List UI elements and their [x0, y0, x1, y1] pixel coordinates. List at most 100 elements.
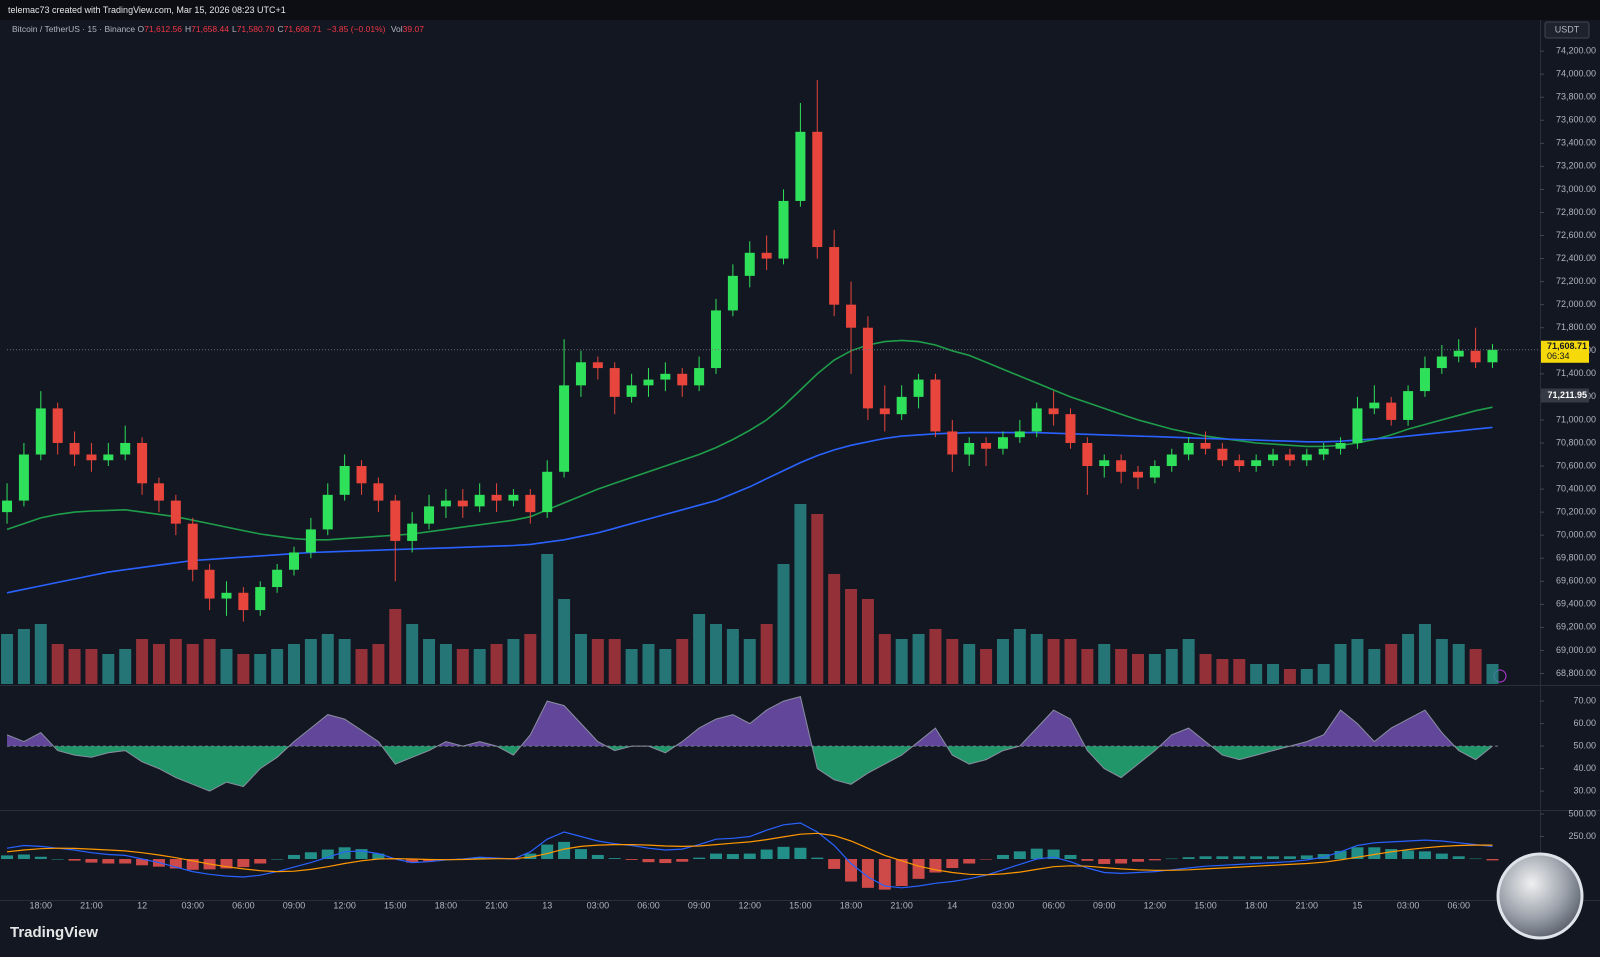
brand: TradingView — [10, 924, 99, 941]
y-tick-label: 70,400.00 — [1556, 483, 1596, 493]
candle-body — [1149, 466, 1160, 478]
macd-histogram-bar — [51, 859, 64, 860]
candle-body — [1116, 460, 1127, 472]
y-tick-label: 72,800.00 — [1556, 207, 1596, 217]
candle-body — [1048, 408, 1059, 415]
macd-histogram-bar — [1148, 859, 1161, 861]
candle-body — [947, 431, 958, 455]
volume-bar — [1317, 664, 1330, 684]
candle-body — [812, 131, 823, 248]
x-tick-label: 15:00 — [789, 900, 812, 910]
y-tick-label: 250.00 — [1568, 831, 1596, 841]
macd-histogram-bar — [794, 847, 807, 860]
y-tick-label: 72,400.00 — [1556, 253, 1596, 263]
indicator-line — [6, 339, 1493, 541]
candle-body — [1234, 460, 1245, 467]
candle-body — [862, 327, 873, 409]
x-tick-label: 06:00 — [232, 900, 255, 910]
candle-body — [981, 442, 992, 449]
x-tick-label: 18:00 — [840, 900, 863, 910]
volume-bar — [1, 634, 14, 684]
candle-body — [879, 408, 890, 415]
change: −3.85 (−0.01%) — [326, 24, 386, 34]
macd-histogram-bar — [625, 859, 638, 860]
y-tick-label: 71,800.00 — [1556, 322, 1596, 332]
candle-body — [525, 494, 536, 513]
candle-body — [727, 275, 738, 311]
volume-bar — [1435, 639, 1448, 684]
ohlc-key: H — [184, 24, 192, 34]
macd-histogram-bar — [1233, 856, 1246, 860]
candle-body — [1470, 350, 1481, 363]
volume-bar — [1418, 624, 1431, 684]
macd-histogram-bar — [1132, 859, 1144, 862]
symbol-title: Bitcoin / TetherUS · 15 · Binance — [12, 24, 136, 34]
indicator-line — [6, 426, 1493, 594]
y-tick-label: 68,800.00 — [1556, 668, 1596, 678]
macd-histogram-bar — [186, 859, 199, 870]
y-tick-label: 69,400.00 — [1556, 599, 1596, 609]
macd-histogram-bar — [254, 859, 267, 864]
candle-body — [407, 523, 418, 541]
ohlc-key: O — [137, 24, 145, 34]
volume-bar — [1233, 659, 1246, 684]
macd-histogram-bar — [1418, 851, 1431, 860]
volume-bar — [794, 504, 807, 684]
y-tick-label: 70,200.00 — [1556, 506, 1596, 516]
x-tick-label: 21:00 — [1296, 900, 1319, 910]
volume-bar — [963, 644, 976, 684]
candle-body — [356, 466, 367, 484]
candle-body — [1133, 471, 1143, 478]
candle-body — [1436, 356, 1447, 369]
candle-body — [1268, 454, 1279, 461]
candle-body — [1200, 442, 1211, 449]
volume-bar — [1081, 649, 1094, 684]
candle-body — [424, 506, 435, 524]
volume-bar — [1469, 649, 1482, 684]
candle-body — [997, 437, 1008, 449]
volume-bar — [254, 654, 267, 684]
macd-histogram-bar — [676, 859, 689, 862]
volume-bar — [1267, 664, 1280, 684]
x-tick-label: 03:00 — [992, 900, 1015, 910]
candle-body — [440, 500, 451, 507]
x-tick-label: 15:00 — [1194, 900, 1217, 910]
candle-body — [1419, 368, 1430, 392]
volume-bar — [1148, 654, 1161, 684]
macd-histogram-bar — [136, 859, 149, 866]
macd-histogram-bar — [169, 859, 182, 869]
macd-histogram-bar — [591, 854, 604, 860]
macd-histogram-bar — [473, 857, 486, 860]
volume-bar — [1452, 644, 1465, 684]
candle-body — [626, 385, 637, 397]
candle-body — [1352, 408, 1363, 443]
countdown: 06:34 — [1547, 351, 1570, 361]
candle-body — [1453, 350, 1464, 357]
candle-body — [1031, 408, 1042, 432]
candle-body — [221, 592, 232, 599]
macd-histogram-bar — [777, 846, 790, 860]
volume-bar — [1132, 654, 1144, 684]
volume-bar — [338, 639, 351, 684]
macd-histogram-bar — [1064, 854, 1077, 860]
volume-bar — [1351, 639, 1364, 684]
candle-body — [829, 247, 840, 305]
volume-bar — [524, 634, 537, 684]
volume-bar — [861, 599, 874, 684]
macd-histogram-bar — [1, 855, 14, 860]
y-tick-label: 72,600.00 — [1556, 230, 1596, 240]
currency-box[interactable] — [1544, 21, 1590, 39]
macd-histogram-bar — [743, 853, 756, 860]
last-price-label: 71,608.71 — [1547, 341, 1587, 351]
candle-body — [660, 373, 671, 380]
macd-histogram-bar — [1013, 851, 1026, 860]
candle-body — [120, 442, 131, 455]
volume-bar — [439, 644, 452, 684]
y-tick-label: 73,400.00 — [1556, 138, 1596, 148]
candle-body — [761, 252, 772, 259]
macd-histogram-bar — [423, 859, 436, 862]
macd-histogram-bar — [861, 859, 874, 888]
y-tick-label: 69,600.00 — [1556, 576, 1596, 586]
macd-histogram-bar — [996, 854, 1009, 860]
